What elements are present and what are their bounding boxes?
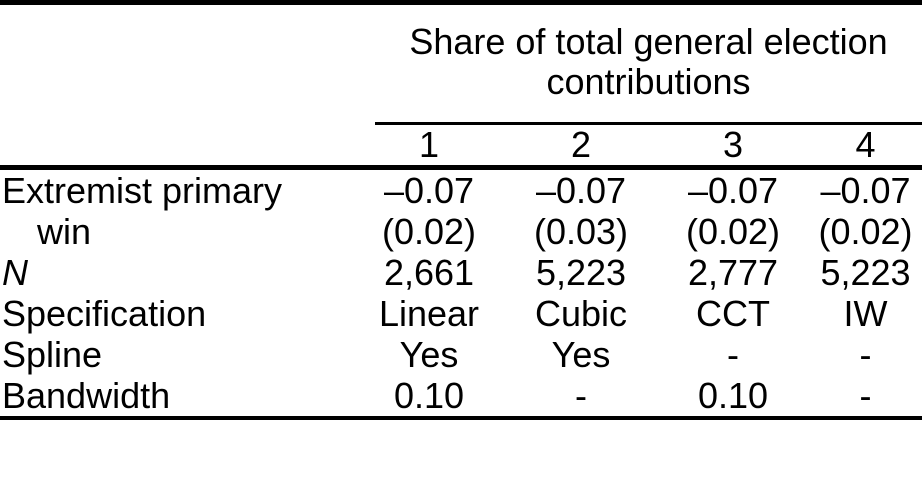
spanner-row-label-spacer (0, 5, 353, 125)
cell-spec-3: CCT (696, 293, 770, 334)
cell-coef-1: –0.07 (383, 170, 475, 211)
row-label: Spline (2, 334, 103, 375)
cell-n-1: 2,661 (383, 252, 475, 293)
cell-bw-4: - (859, 375, 872, 416)
cell-spec-2: Cubic (534, 293, 628, 334)
spanner-header-cell: Share of total general election contribu… (353, 5, 922, 125)
cell-spline-1: Yes (399, 334, 459, 375)
cell-se-4: (0.02) (818, 211, 913, 252)
column-header-4: 4 (809, 125, 922, 170)
row-extremist-primary-std-error: win (0.02) (0.03) (0.02) (0.02) (0, 211, 922, 252)
cell-spline-2: Yes (551, 334, 611, 375)
row-n: N 2,661 5,223 2,777 5,223 (0, 252, 922, 293)
cell-coef-4: –0.07 (820, 170, 911, 211)
cell-spec-1: Linear (378, 293, 480, 334)
cell-bw-3: 0.10 (697, 375, 769, 416)
cell-n-4: 5,223 (820, 252, 911, 293)
row-label: N (2, 252, 28, 293)
row-specification: Specification Linear Cubic CCT IW (0, 293, 922, 334)
row-label: win (37, 211, 92, 252)
spanner-header-line1: Share of total general election (409, 21, 888, 62)
cell-spec-4: IW (843, 293, 888, 334)
cell-bw-2: - (575, 375, 587, 416)
spanner-header-text: Share of total general election contribu… (353, 5, 922, 122)
cell-se-3: (0.02) (685, 211, 781, 252)
cell-coef-3: –0.07 (687, 170, 779, 211)
cell-n-2: 5,223 (535, 252, 627, 293)
column-group-rule (375, 122, 922, 125)
column-header-2: 2 (505, 125, 657, 170)
regression-results-table: Share of total general election contribu… (0, 5, 922, 416)
row-label: Extremist primary (2, 170, 283, 211)
spanner-header-line2: contributions (546, 61, 751, 102)
row-label: Bandwidth (2, 375, 171, 416)
cell-se-1: (0.02) (381, 211, 477, 252)
cell-se-2: (0.03) (533, 211, 629, 252)
row-spline: Spline Yes Yes - - (0, 334, 922, 375)
cell-spline-3: - (727, 334, 739, 375)
row-extremist-primary-coefficient: Extremist primary –0.07 –0.07 –0.07 –0.0… (0, 168, 922, 212)
table-top-rule (0, 0, 922, 5)
cell-coef-2: –0.07 (535, 170, 627, 211)
numbers-row-label-spacer (0, 125, 353, 170)
cell-spline-4: - (859, 334, 872, 375)
row-label: Specification (2, 293, 207, 334)
table-bottom-rule (0, 416, 922, 420)
spanner-header-row: Share of total general election contribu… (0, 5, 922, 125)
column-header-1: 1 (353, 125, 505, 170)
cell-bw-1: 0.10 (393, 375, 465, 416)
row-bandwidth: Bandwidth 0.10 - 0.10 - (0, 375, 922, 416)
column-numbers-row: 1 2 3 4 (0, 125, 922, 170)
column-header-3: 3 (657, 125, 809, 170)
cell-n-3: 2,777 (687, 252, 779, 293)
